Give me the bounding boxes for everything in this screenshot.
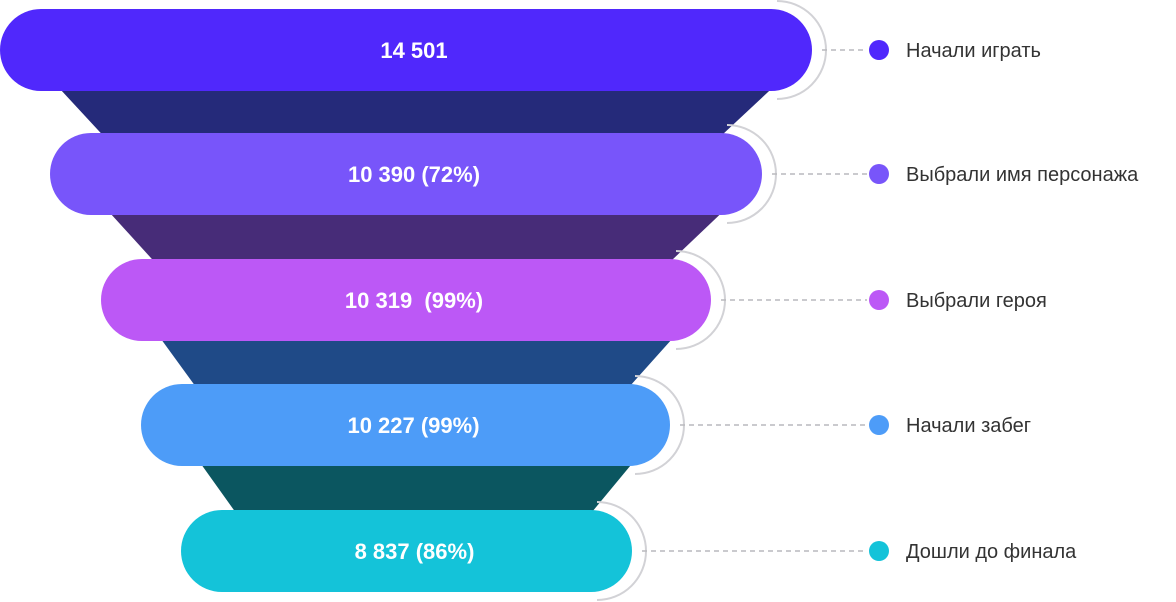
bar-value-label: 10 227 (99%) xyxy=(347,413,479,438)
funnel-connector xyxy=(60,79,782,143)
bar-value-label: 14 501 xyxy=(380,38,447,63)
funnel-bar xyxy=(141,384,670,466)
funnel-connector xyxy=(201,454,640,520)
funnel-bar xyxy=(101,259,711,341)
legend-label: Начали играть xyxy=(906,40,1041,62)
bar-value-label: 8 837 (86%) xyxy=(355,539,475,564)
legend-marker xyxy=(869,164,889,184)
legend-marker xyxy=(869,541,889,561)
funnel-bar xyxy=(181,510,632,592)
legend-label: Выбрали имя персонажа xyxy=(906,164,1139,186)
funnel-connector xyxy=(161,329,681,394)
bar-labels: 14 501 10 390 (72%) 10 319 (99%) 10 227 (99… xyxy=(345,38,483,564)
legend-label: Выбрали героя xyxy=(906,290,1047,312)
funnel-connector xyxy=(110,203,732,269)
bar-value-label: 10 319 (99%) xyxy=(345,288,483,313)
legend-label: Начали забег xyxy=(906,415,1031,437)
legend: Начали играть Выбрали имя персонажа Выбрал… xyxy=(642,40,1139,563)
funnel-bars xyxy=(0,9,812,592)
bar-value-label: 10 390 (72%) xyxy=(348,162,480,187)
funnel-bar xyxy=(50,133,762,215)
funnel-bar xyxy=(0,9,812,91)
funnel-connectors xyxy=(60,79,782,520)
legend-marker xyxy=(869,290,889,310)
legend-label: Дошли до финала xyxy=(906,541,1077,563)
legend-marker xyxy=(869,415,889,435)
legend-marker xyxy=(869,40,889,60)
